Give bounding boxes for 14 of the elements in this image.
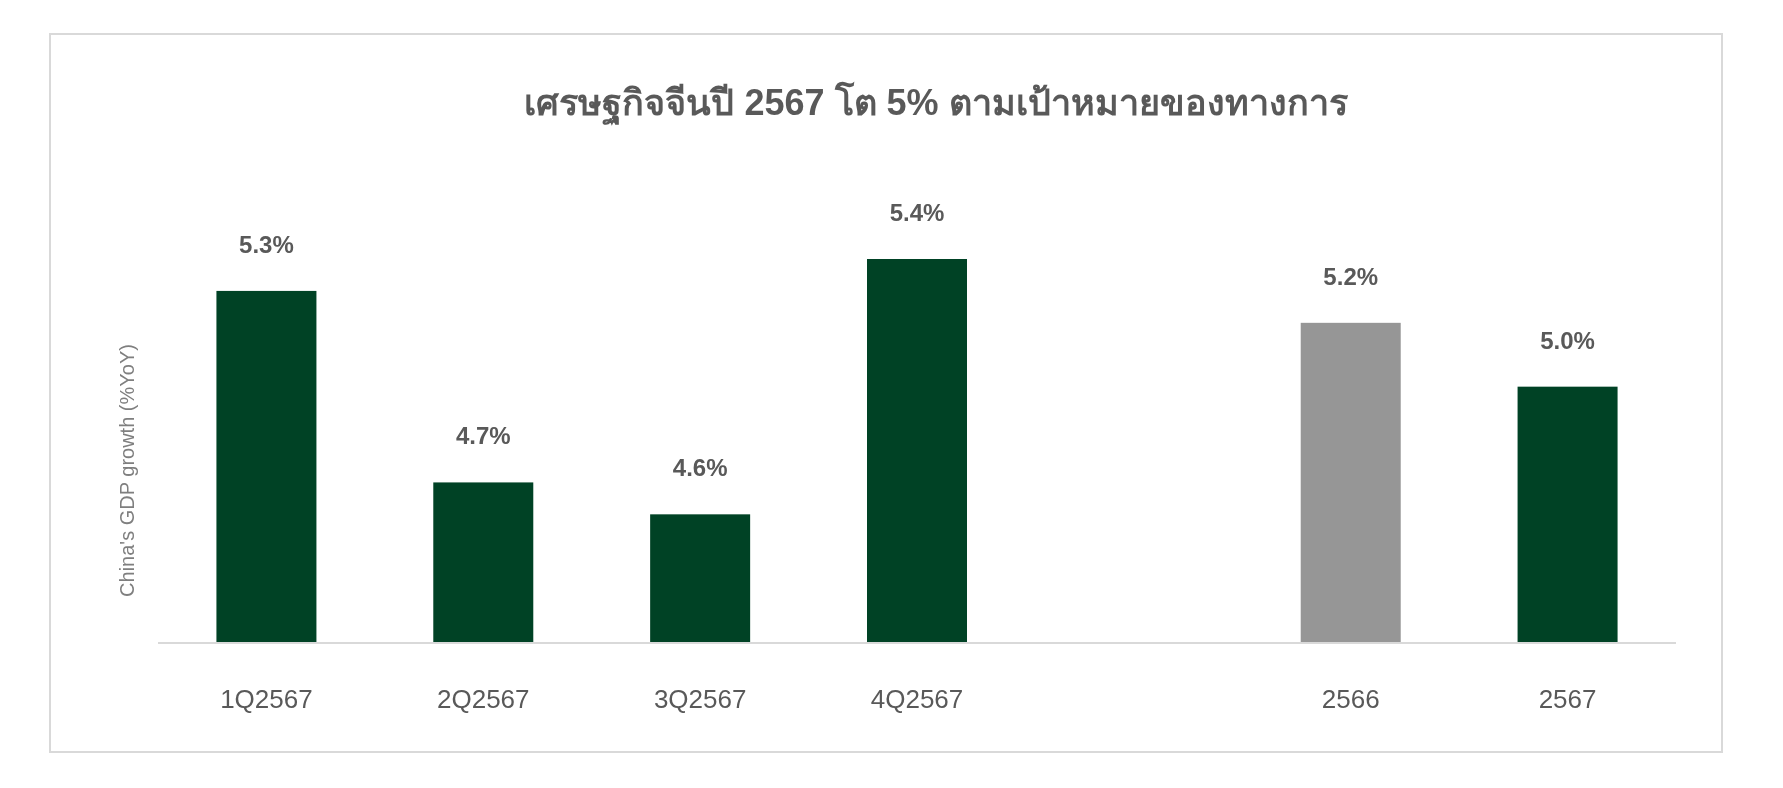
x-tick-label: 2567: [1538, 684, 1597, 714]
data-label: 4.6%: [672, 454, 728, 482]
chart-title: เศรษฐกิจจีนปี 2567 โต 5% ตามเป้าหมายของทางการ: [524, 81, 1349, 126]
y-axis-title: China's GDP growth (%YoY): [116, 344, 138, 597]
data-label: 5.2%: [1323, 262, 1379, 290]
data-label: 5.0%: [1540, 326, 1595, 354]
data-label: 5.3%: [239, 230, 294, 258]
x-tick-label: 2Q2567: [437, 684, 530, 714]
x-tick-label: 2566: [1321, 684, 1380, 714]
x-tick-label: 3Q2567: [653, 684, 747, 714]
x-tick-label: 1Q2567: [220, 684, 313, 714]
x-tick-label: 4Q2567: [870, 684, 964, 714]
data-label: 5.4%: [889, 199, 945, 226]
data-label: 4.7%: [455, 422, 511, 450]
